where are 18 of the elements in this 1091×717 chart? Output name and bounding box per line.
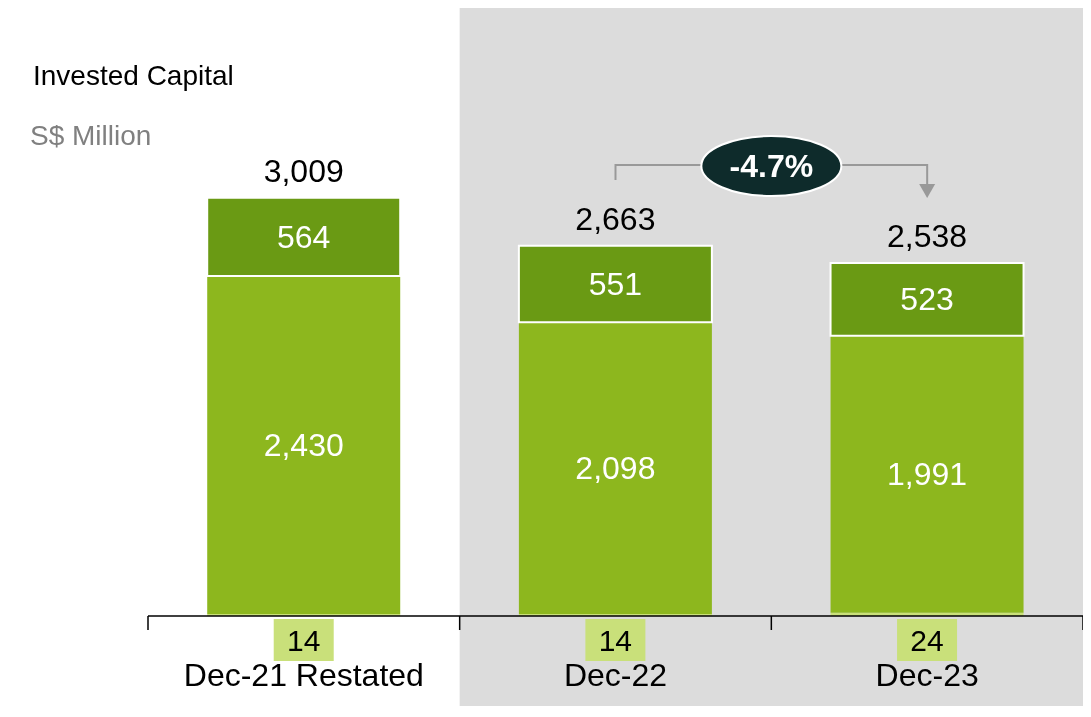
x-tick-label: Dec-23 [875, 657, 979, 693]
data-label: 523 [900, 281, 954, 318]
data-label: 14 [598, 623, 633, 657]
text: -4.7% [729, 148, 814, 184]
total-label: 2,663 [575, 200, 656, 237]
total-label: 3,009 [263, 152, 344, 189]
x-tick-label: Dec-21 Restated [183, 657, 424, 693]
data-label: 551 [588, 265, 643, 302]
chart-title: Invested Capital [33, 60, 234, 92]
data-label: 564 [277, 218, 331, 255]
data-label: 14 [287, 623, 321, 657]
chart-subtitle: S$ Million [30, 120, 152, 152]
total-label: 2,538 [887, 218, 968, 255]
data-label: 24 [910, 623, 944, 657]
data-label: 1,991 [887, 456, 968, 493]
data-label: 2,098 [575, 450, 656, 487]
x-tick-label: Dec-22 [563, 657, 668, 693]
data-label: 2,430 [263, 427, 344, 464]
